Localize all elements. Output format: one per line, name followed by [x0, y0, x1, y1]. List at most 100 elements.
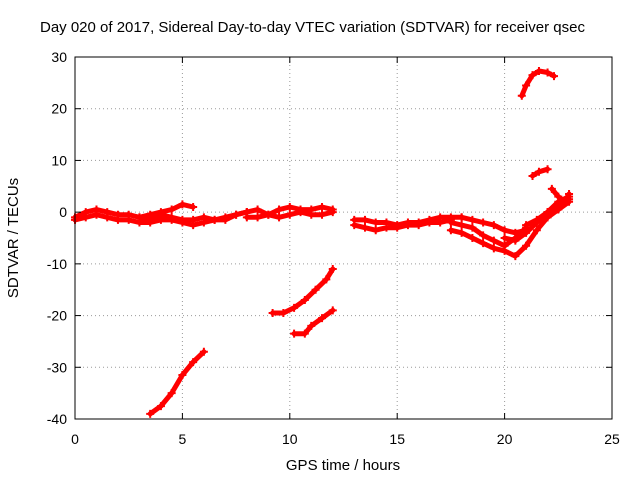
data-point — [264, 210, 273, 219]
x-tick-label: 5 — [179, 431, 187, 447]
data-point — [300, 296, 309, 305]
data-point — [232, 210, 241, 219]
data-point — [500, 246, 509, 255]
data-point — [189, 358, 198, 367]
data-point — [350, 221, 359, 230]
y-tick-label: -20 — [47, 308, 67, 324]
data-point — [560, 197, 569, 206]
data-point — [210, 215, 219, 224]
data-point — [290, 329, 299, 338]
data-point — [550, 72, 559, 81]
data-point — [436, 218, 445, 227]
data-point — [268, 308, 277, 317]
data-point — [113, 215, 122, 224]
x-tick-label: 10 — [282, 431, 298, 447]
plot-frame — [74, 56, 613, 420]
data-point — [371, 218, 380, 227]
data-point — [253, 205, 262, 214]
data-point — [511, 236, 520, 245]
y-tick-label: -40 — [47, 411, 67, 427]
y-tick-label: 10 — [51, 152, 67, 168]
data-point — [457, 221, 466, 230]
data-point — [457, 228, 466, 237]
data-point — [275, 213, 284, 222]
data-point — [156, 402, 165, 411]
data-point — [371, 226, 380, 235]
series-rising-steps — [549, 186, 572, 205]
data-point — [167, 213, 176, 222]
data-point — [178, 215, 187, 224]
data-point — [81, 213, 90, 222]
data-point — [565, 190, 574, 199]
data-point — [285, 210, 294, 219]
data-point — [543, 165, 552, 174]
data-point — [534, 167, 543, 176]
data-point — [532, 215, 541, 224]
data-point — [253, 213, 262, 222]
y-tick-label: -10 — [47, 256, 67, 272]
data-point — [103, 213, 112, 222]
data-point — [296, 208, 305, 217]
data-point — [479, 218, 488, 227]
y-axis-label: SDTVAR / TECUs — [5, 178, 22, 298]
data-point — [500, 234, 509, 242]
data-point — [328, 265, 337, 274]
data-point — [522, 228, 531, 237]
data-point — [403, 221, 412, 230]
data-point — [300, 329, 309, 338]
series-low-left — [147, 349, 207, 417]
data-point — [393, 223, 402, 232]
chart-title: Day 020 of 2017, Sidereal Day-to-day VTE… — [40, 19, 585, 36]
data-point — [146, 215, 155, 224]
series-mid-upper — [270, 266, 336, 316]
data-point — [318, 202, 327, 211]
axis-ticks: 0 5 10 15 20 25 -40 -30 -20 -10 0 10 20 30 — [47, 49, 620, 447]
data-point — [522, 81, 531, 90]
data-point — [189, 215, 198, 224]
data-point — [318, 210, 327, 219]
data-point — [124, 215, 133, 224]
data-point — [543, 208, 552, 217]
data-point — [532, 226, 541, 235]
data-point — [328, 306, 337, 315]
x-tick-label: 15 — [389, 431, 405, 447]
data-point — [554, 200, 563, 209]
data-point — [178, 371, 187, 380]
series-mid-lower — [291, 307, 336, 337]
data-point — [500, 226, 509, 235]
data-point — [146, 409, 155, 418]
data-point — [414, 221, 423, 230]
data-point — [242, 208, 251, 217]
data-point — [167, 205, 176, 214]
data-point — [328, 208, 337, 217]
x-tick-label: 25 — [604, 431, 620, 447]
y-tick-label: -30 — [47, 359, 67, 375]
data-point — [468, 234, 477, 242]
data-point — [382, 223, 391, 232]
data-point — [528, 71, 537, 80]
x-axis-label: GPS time / hours — [286, 457, 400, 474]
data-point — [554, 192, 563, 201]
data-point — [322, 275, 331, 284]
data-point — [275, 205, 284, 214]
series-band-g — [351, 217, 454, 233]
data-point — [479, 231, 488, 240]
data-point — [156, 210, 165, 219]
data-point — [517, 91, 526, 100]
data-point — [285, 202, 294, 211]
data-point — [221, 213, 230, 222]
data-point — [446, 226, 455, 235]
data-point — [167, 389, 176, 398]
data-point — [199, 213, 208, 222]
data-point — [522, 241, 531, 250]
data-point — [178, 200, 187, 209]
x-tick-label: 20 — [497, 431, 513, 447]
data-point — [290, 303, 299, 312]
data-point — [489, 221, 498, 230]
data-point — [489, 236, 498, 245]
data-point — [92, 210, 101, 219]
data-point — [279, 308, 288, 317]
y-tick-label: 20 — [51, 101, 67, 117]
data-point — [543, 68, 552, 77]
